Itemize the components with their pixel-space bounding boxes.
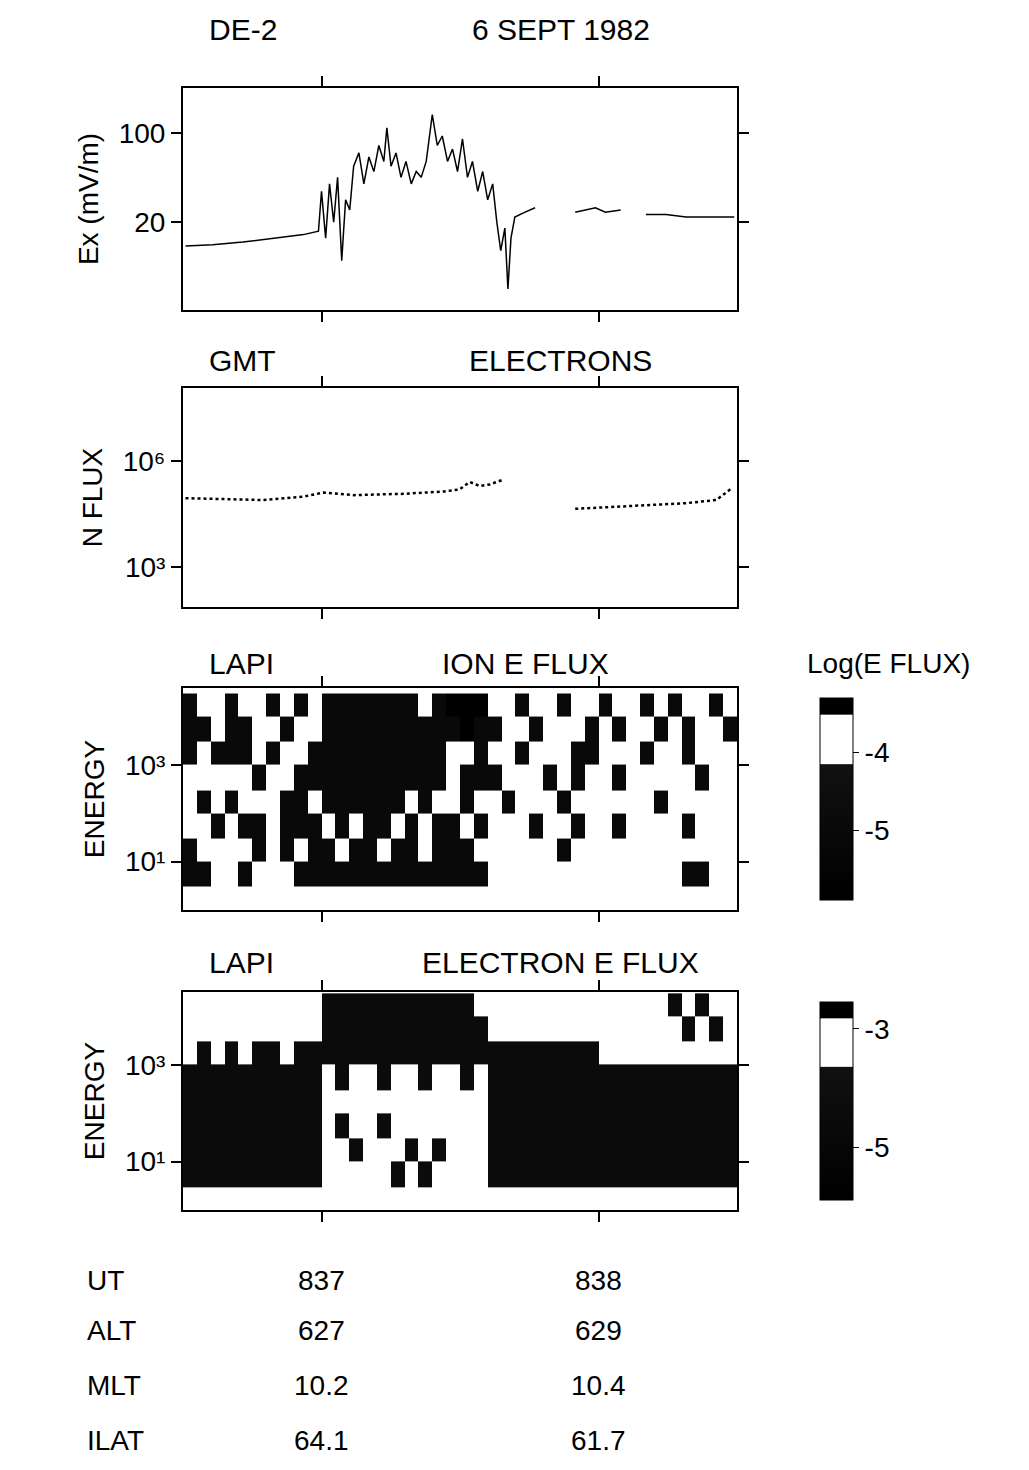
svg-text:629: 629 xyxy=(575,1315,622,1346)
svg-text:837: 837 xyxy=(298,1265,345,1296)
svg-text:61.7: 61.7 xyxy=(571,1425,626,1456)
svg-text:MLT: MLT xyxy=(87,1370,141,1401)
svg-text:10³: 10³ xyxy=(125,1050,165,1081)
svg-text:64.1: 64.1 xyxy=(294,1425,349,1456)
svg-text:-5: -5 xyxy=(865,1132,890,1163)
svg-text:DE-2: DE-2 xyxy=(209,13,277,46)
svg-text:10³: 10³ xyxy=(125,750,165,781)
svg-text:ION E FLUX: ION E FLUX xyxy=(442,647,609,680)
svg-text:10¹: 10¹ xyxy=(125,1146,165,1177)
svg-text:GMT: GMT xyxy=(209,344,276,377)
svg-text:10³: 10³ xyxy=(125,552,165,583)
svg-text:20: 20 xyxy=(134,207,165,238)
svg-text:10.2: 10.2 xyxy=(294,1370,349,1401)
svg-text:ENERGY: ENERGY xyxy=(79,1042,110,1161)
svg-text:ELECTRON E FLUX: ELECTRON E FLUX xyxy=(422,946,699,979)
svg-text:6 SEPT 1982: 6 SEPT 1982 xyxy=(472,13,650,46)
svg-text:ENERGY: ENERGY xyxy=(79,740,110,859)
svg-text:ILAT: ILAT xyxy=(87,1425,144,1456)
svg-text:100: 100 xyxy=(119,118,166,149)
svg-text:LAPI: LAPI xyxy=(209,946,274,979)
svg-text:Ex (mV/m): Ex (mV/m) xyxy=(73,133,104,265)
svg-text:UT: UT xyxy=(87,1265,124,1296)
svg-text:10.4: 10.4 xyxy=(571,1370,626,1401)
svg-text:Log(E FLUX): Log(E FLUX) xyxy=(807,648,970,679)
svg-text:ELECTRONS: ELECTRONS xyxy=(469,344,652,377)
svg-text:10⁶: 10⁶ xyxy=(123,446,166,477)
svg-text:10¹: 10¹ xyxy=(125,846,165,877)
svg-text:ALT: ALT xyxy=(87,1315,136,1346)
svg-text:627: 627 xyxy=(298,1315,345,1346)
svg-text:838: 838 xyxy=(575,1265,622,1296)
svg-text:LAPI: LAPI xyxy=(209,647,274,680)
svg-text:-3: -3 xyxy=(865,1014,890,1045)
svg-text:-5: -5 xyxy=(865,815,890,846)
svg-text:-4: -4 xyxy=(865,737,890,768)
svg-text:N FLUX: N FLUX xyxy=(77,447,108,547)
